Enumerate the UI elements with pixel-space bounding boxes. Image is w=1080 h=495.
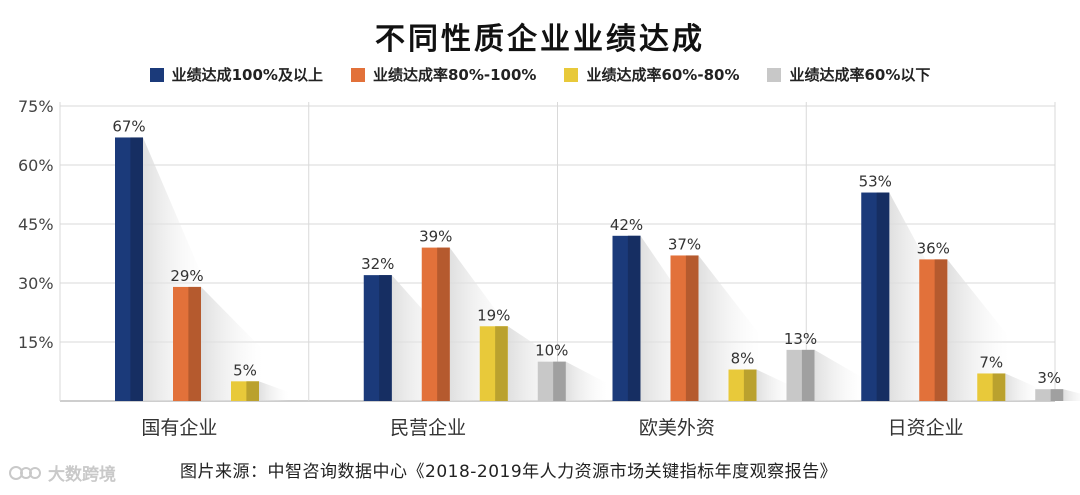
- bar-side: [188, 286, 201, 401]
- legend-item-100-plus: 业绩达成100%及以上: [149, 64, 323, 85]
- source-caption: 图片来源：中智咨询数据中心《2018-2019年人力资源市场关键指标年度观察报告…: [180, 462, 838, 482]
- legend-swatch: [564, 67, 579, 82]
- bar-data-label: 53%: [859, 173, 892, 191]
- legend-label: 业绩达成率80%-100%: [372, 66, 537, 84]
- legend-swatch: [767, 67, 782, 82]
- bar-side: [495, 326, 508, 401]
- x-category-label: 日资企业: [888, 417, 964, 439]
- legend-label: 业绩达成率60%-80%: [586, 66, 740, 84]
- watermark-logo-icon: [9, 465, 41, 480]
- bar-data-label: 13%: [784, 330, 817, 348]
- x-category-label: 欧美外资: [639, 417, 715, 439]
- legend-item-below-60: 业绩达成率60%以下: [767, 64, 930, 85]
- bar-side: [379, 275, 392, 401]
- bar-side: [743, 369, 757, 401]
- bar-data-label: 5%: [233, 361, 257, 379]
- bar-shadow: [1063, 389, 1080, 401]
- bar-data-label: 7%: [979, 353, 1003, 371]
- y-tick-label: 30%: [18, 274, 54, 293]
- bar-shadow: [259, 381, 289, 401]
- bar-data-label: 29%: [170, 267, 203, 285]
- legend-swatch: [149, 67, 164, 82]
- bar-data-label: 42%: [610, 216, 643, 234]
- bar-side: [553, 361, 566, 401]
- y-tick-label: 15%: [18, 333, 54, 352]
- bar-shadow: [814, 349, 864, 401]
- bar-side: [627, 235, 641, 401]
- bar-side: [992, 373, 1006, 401]
- chart-title: 不同性质企业业绩达成: [375, 22, 705, 57]
- bar-data-label: 67%: [112, 117, 145, 135]
- bar-data-label: 19%: [477, 306, 510, 324]
- bar-data-label: 39%: [419, 228, 452, 246]
- legend-item-60-80: 业绩达成率60%-80%: [564, 64, 739, 85]
- legend-item-80-100: 业绩达成率80%-100%: [350, 64, 537, 85]
- legend-swatch: [350, 67, 365, 82]
- bar-side: [1050, 389, 1064, 401]
- legend-label: 业绩达成率60%以下: [789, 66, 931, 84]
- bar-data-label: 32%: [361, 255, 394, 273]
- bar-side: [801, 349, 815, 401]
- bar-data-label: 10%: [535, 342, 568, 360]
- bar-data-label: 37%: [668, 235, 701, 253]
- bar-shadow: [756, 369, 794, 401]
- x-category-label: 国有企业: [141, 417, 217, 439]
- legend: 业绩达成100%及以上 业绩达成率80%-100% 业绩达成率60%-80% 业…: [0, 64, 1080, 85]
- bar-data-label: 8%: [731, 350, 755, 368]
- x-category-label: 民营企业: [390, 417, 466, 439]
- bar-side: [685, 255, 699, 401]
- bar-shadow: [565, 361, 608, 401]
- bar-side: [876, 192, 890, 401]
- bar: [1035, 389, 1064, 401]
- y-tick-label: 45%: [18, 215, 54, 234]
- y-tick-label: 60%: [18, 156, 54, 175]
- watermark-text: 大数跨境: [48, 465, 116, 485]
- watermark: 大数跨境: [8, 460, 116, 485]
- bar-side: [934, 259, 948, 401]
- bar-shadow: [698, 255, 761, 401]
- bar-shadow: [1005, 373, 1040, 401]
- bar-shadow: [201, 286, 263, 401]
- legend-label: 业绩达成100%及以上: [171, 66, 323, 84]
- y-tick-label: 75%: [18, 97, 54, 116]
- bar-data-label: 36%: [917, 239, 950, 257]
- bar-side: [437, 247, 450, 401]
- bar-side: [246, 381, 259, 401]
- bar-shadow: [947, 259, 1010, 401]
- bar-side: [130, 137, 143, 401]
- bar-data-label: 3%: [1037, 369, 1061, 387]
